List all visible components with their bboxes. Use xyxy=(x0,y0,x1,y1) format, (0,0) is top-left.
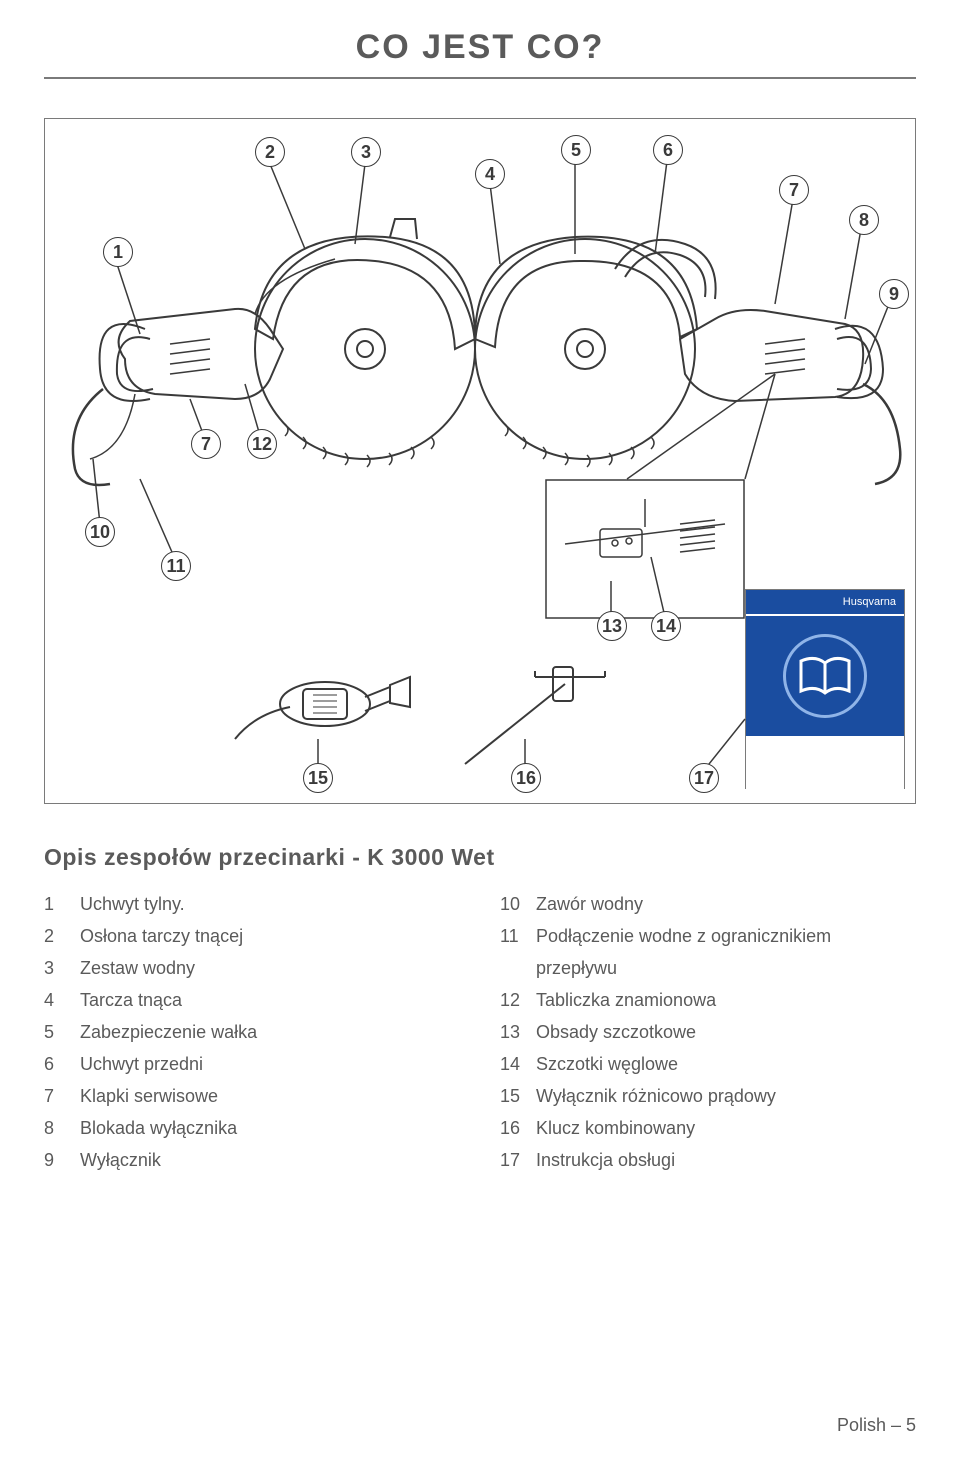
item-text: Klucz kombinowany xyxy=(536,1112,695,1144)
parts-list-right: 10 Zawór wodny 11Podłączenie wodne z ogra… xyxy=(500,888,916,1176)
item-num: 11 xyxy=(500,920,522,984)
callout-1: 1 xyxy=(103,237,133,267)
callout-10: 10 xyxy=(85,517,115,547)
page-footer: Polish – 5 xyxy=(837,1415,916,1436)
callout-4: 4 xyxy=(475,159,505,189)
item-text: Zestaw wodny xyxy=(80,952,195,984)
list-item: 15 Wyłącznik różnicowo prądowy xyxy=(500,1080,916,1112)
item-num: 9 xyxy=(44,1144,66,1176)
list-item: 12 Tabliczka znamionowa xyxy=(500,984,916,1016)
item-text: Tarcza tnąca xyxy=(80,984,182,1016)
list-item: 16 Klucz kombinowany xyxy=(500,1112,916,1144)
list-item: 11Podłączenie wodne z ogranicznikiem prz… xyxy=(500,920,916,984)
callout-15: 15 xyxy=(303,763,333,793)
callout-6: 6 xyxy=(653,135,683,165)
item-num: 17 xyxy=(500,1144,522,1176)
item-text: Tabliczka znamionowa xyxy=(536,984,716,1016)
item-num: 15 xyxy=(500,1080,522,1112)
parts-list: 1 Uchwyt tylny. 2 Osłona tarczy tnącej 3 Ze… xyxy=(44,888,916,1176)
callout-12: 12 xyxy=(247,429,277,459)
callout-5: 5 xyxy=(561,135,591,165)
item-num: 6 xyxy=(44,1048,66,1080)
list-item: 3 Zestaw wodny xyxy=(44,952,460,984)
item-num: 12 xyxy=(500,984,522,1016)
callout-7-top: 7 xyxy=(779,175,809,205)
page-title: CO JEST CO? xyxy=(0,28,960,67)
item-text: Klapki serwisowe xyxy=(80,1080,218,1112)
callout-17: 17 xyxy=(689,763,719,793)
item-num: 2 xyxy=(44,920,66,952)
item-num: 5 xyxy=(44,1016,66,1048)
item-text: Szczotki węglowe xyxy=(536,1048,678,1080)
list-item: 2 Osłona tarczy tnącej xyxy=(44,920,460,952)
item-text: Podłączenie wodne z ogranicznikiem przep… xyxy=(536,920,916,984)
callout-16: 16 xyxy=(511,763,541,793)
item-text: Uchwyt przedni xyxy=(80,1048,203,1080)
parts-list-left: 1 Uchwyt tylny. 2 Osłona tarczy tnącej 3 Ze… xyxy=(44,888,460,1176)
item-text: Zawór wodny xyxy=(536,888,643,920)
diagram-frame: Husqvarna xyxy=(44,118,916,804)
list-item: 9 Wyłącznik xyxy=(44,1144,460,1176)
item-text: Uchwyt tylny. xyxy=(80,888,185,920)
callout-7-bottom: 7 xyxy=(191,429,221,459)
item-num: 4 xyxy=(44,984,66,1016)
callout-13: 13 xyxy=(597,611,627,641)
callout-2: 2 xyxy=(255,137,285,167)
item-num: 7 xyxy=(44,1080,66,1112)
callout-lines xyxy=(45,119,917,805)
item-num: 14 xyxy=(500,1048,522,1080)
callout-8: 8 xyxy=(849,205,879,235)
list-item: 5 Zabezpieczenie wałka xyxy=(44,1016,460,1048)
item-num: 1 xyxy=(44,888,66,920)
item-text: Instrukcja obsługi xyxy=(536,1144,675,1176)
item-text: Zabezpieczenie wałka xyxy=(80,1016,257,1048)
callout-9: 9 xyxy=(879,279,909,309)
section-subtitle: Opis zespołów przecinarki - K 3000 Wet xyxy=(44,844,495,871)
list-item: 10 Zawór wodny xyxy=(500,888,916,920)
list-item: 8 Blokada wyłącznika xyxy=(44,1112,460,1144)
item-text: Blokada wyłącznika xyxy=(80,1112,237,1144)
list-item: 14 Szczotki węglowe xyxy=(500,1048,916,1080)
item-num: 3 xyxy=(44,952,66,984)
list-item: 1 Uchwyt tylny. xyxy=(44,888,460,920)
callout-11: 11 xyxy=(161,551,191,581)
item-num: 10 xyxy=(500,888,522,920)
title-rule xyxy=(44,77,916,79)
list-item: 6 Uchwyt przedni xyxy=(44,1048,460,1080)
item-text: Wyłącznik xyxy=(80,1144,161,1176)
item-text: Wyłącznik różnicowo prądowy xyxy=(536,1080,776,1112)
callout-3: 3 xyxy=(351,137,381,167)
item-num: 8 xyxy=(44,1112,66,1144)
list-item: 7 Klapki serwisowe xyxy=(44,1080,460,1112)
list-item: 17 Instrukcja obsługi xyxy=(500,1144,916,1176)
item-text: Obsady szczotkowe xyxy=(536,1016,696,1048)
item-text: Osłona tarczy tnącej xyxy=(80,920,243,952)
callout-14: 14 xyxy=(651,611,681,641)
item-num: 13 xyxy=(500,1016,522,1048)
list-item: 4 Tarcza tnąca xyxy=(44,984,460,1016)
list-item: 13 Obsady szczotkowe xyxy=(500,1016,916,1048)
item-num: 16 xyxy=(500,1112,522,1144)
